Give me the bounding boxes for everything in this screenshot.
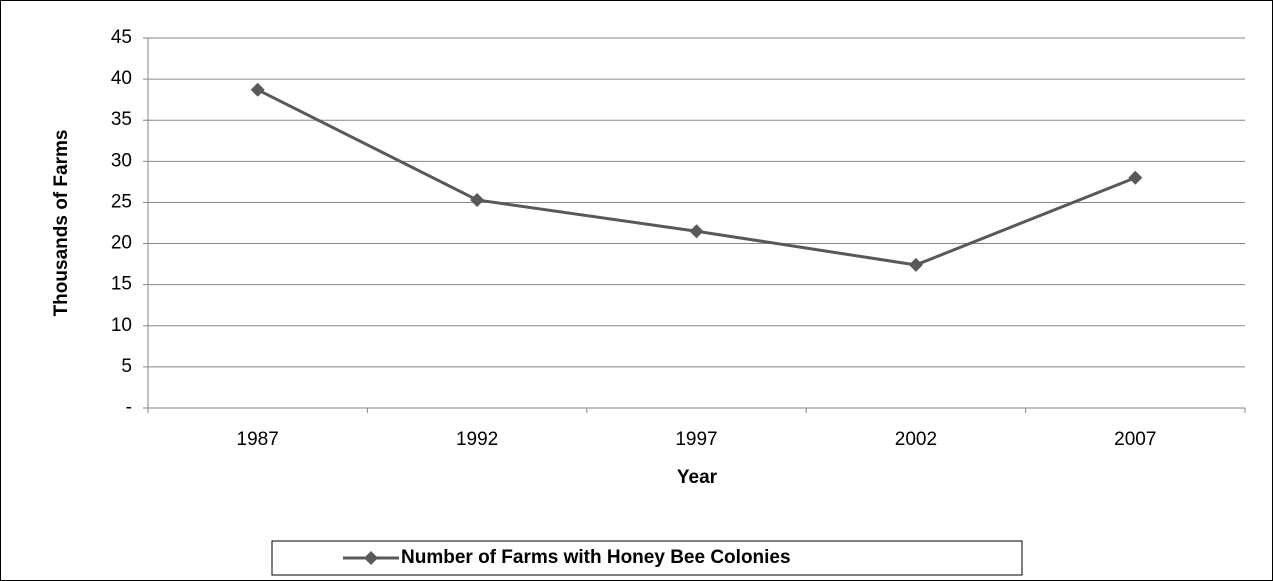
legend-label: Number of Farms with Honey Bee Colonies <box>401 547 791 568</box>
y-axis-title: Thousands of Farms <box>51 130 72 317</box>
y-tick-label: 15 <box>111 274 132 295</box>
point-marker <box>470 192 485 207</box>
x-tick-label: 1987 <box>237 429 279 450</box>
x-tick-label: 1992 <box>456 429 498 450</box>
y-tick-label: - <box>126 397 132 418</box>
x-axis-title: Year <box>677 467 718 488</box>
y-tick-label: 5 <box>121 356 132 377</box>
y-tick-label: 40 <box>111 68 132 89</box>
y-tick-label: 35 <box>111 109 132 130</box>
point-marker <box>689 224 704 239</box>
point-marker <box>1128 170 1143 185</box>
x-tick-label: 1997 <box>675 429 717 450</box>
x-tick-label: 2007 <box>1114 429 1156 450</box>
legend-marker <box>364 551 378 565</box>
point-marker <box>250 82 265 97</box>
y-tick-label: 25 <box>111 191 132 212</box>
point-marker <box>908 257 923 272</box>
y-tick-label: 45 <box>111 27 132 48</box>
y-tick-label: 20 <box>111 233 132 254</box>
x-tick-label: 2002 <box>895 429 937 450</box>
y-tick-label: 10 <box>111 315 132 336</box>
y-tick-label: 30 <box>111 150 132 171</box>
